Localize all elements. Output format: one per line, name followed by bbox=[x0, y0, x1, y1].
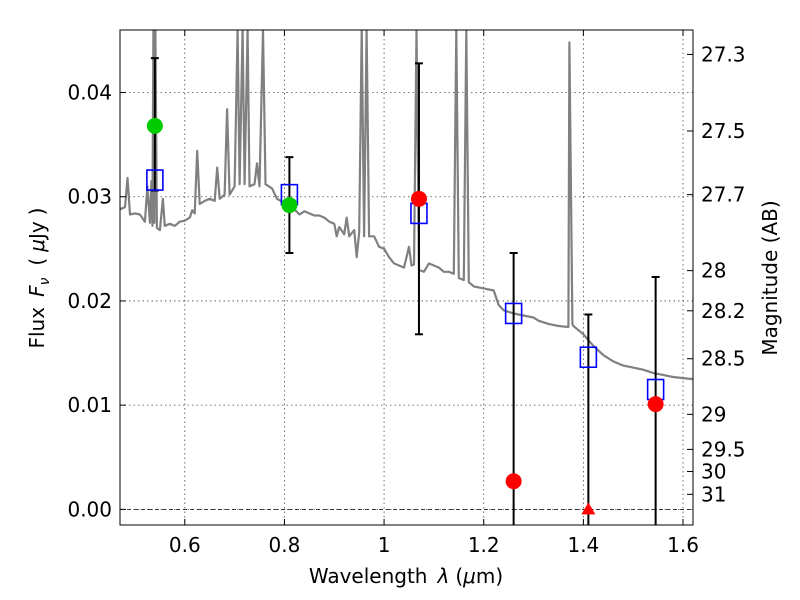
grid-lines bbox=[120, 30, 693, 525]
observed-flux-point bbox=[410, 190, 427, 207]
x-tick-label: 1.6 bbox=[667, 533, 699, 557]
x-tick-label: 1.4 bbox=[567, 533, 599, 557]
magnitude-tick-label: 27.7 bbox=[701, 183, 746, 207]
y-axis-ticks: 0.00 0.01 0.02 0.03 0.04 bbox=[67, 81, 126, 521]
x-tick-label: 1 bbox=[378, 533, 391, 557]
model-photometry-markers bbox=[146, 169, 665, 401]
x-axis-ticks: 0.6 0.8 1 1.2 1.4 1.6 bbox=[169, 30, 699, 557]
magnitude-tick-label: 28.5 bbox=[701, 347, 746, 371]
model-photometry-square bbox=[146, 169, 164, 191]
magnitude-tick-label: 27.5 bbox=[701, 119, 746, 143]
magnitude-tick-label: 29 bbox=[701, 402, 726, 426]
y-axis-label: FluxFν(μJy) bbox=[25, 207, 53, 348]
y-tick-label: 0.03 bbox=[67, 185, 112, 209]
observed-flux-point bbox=[647, 396, 664, 413]
y-tick-label: 0.04 bbox=[67, 81, 112, 105]
observed-flux-point bbox=[146, 117, 163, 134]
model-photometry-square bbox=[579, 346, 598, 369]
x-axis-label: Wavelength λ (μm) bbox=[309, 564, 503, 588]
magnitude-tick-label: 28 bbox=[701, 259, 726, 283]
x-tick-label: 0.6 bbox=[169, 533, 201, 557]
y-tick-label: 0.02 bbox=[67, 289, 112, 313]
y2-axis-label: Magnitude (AB) bbox=[758, 200, 782, 355]
x-tick-label: 0.8 bbox=[269, 533, 301, 557]
magnitude-tick-label: 28.2 bbox=[701, 299, 746, 323]
upper-limit-triangle bbox=[581, 502, 596, 515]
y-tick-label: 0.01 bbox=[67, 393, 112, 417]
model-spectrum bbox=[120, 30, 693, 381]
y-tick-label: 0.00 bbox=[67, 497, 112, 521]
model-photometry-square bbox=[504, 302, 523, 325]
observed-markers bbox=[146, 117, 664, 515]
observed-flux-point bbox=[505, 473, 522, 490]
observed-flux-point bbox=[281, 197, 298, 214]
magnitude-tick-label: 27.3 bbox=[701, 42, 746, 66]
magnitude-tick-label: 29.5 bbox=[701, 437, 746, 461]
model-spectrum-line bbox=[120, 30, 693, 381]
x-tick-label: 1.2 bbox=[468, 533, 500, 557]
magnitude-tick-label: 30 bbox=[701, 460, 726, 484]
plot-frame bbox=[119, 29, 694, 526]
magnitude-tick-label: 31 bbox=[701, 482, 726, 506]
